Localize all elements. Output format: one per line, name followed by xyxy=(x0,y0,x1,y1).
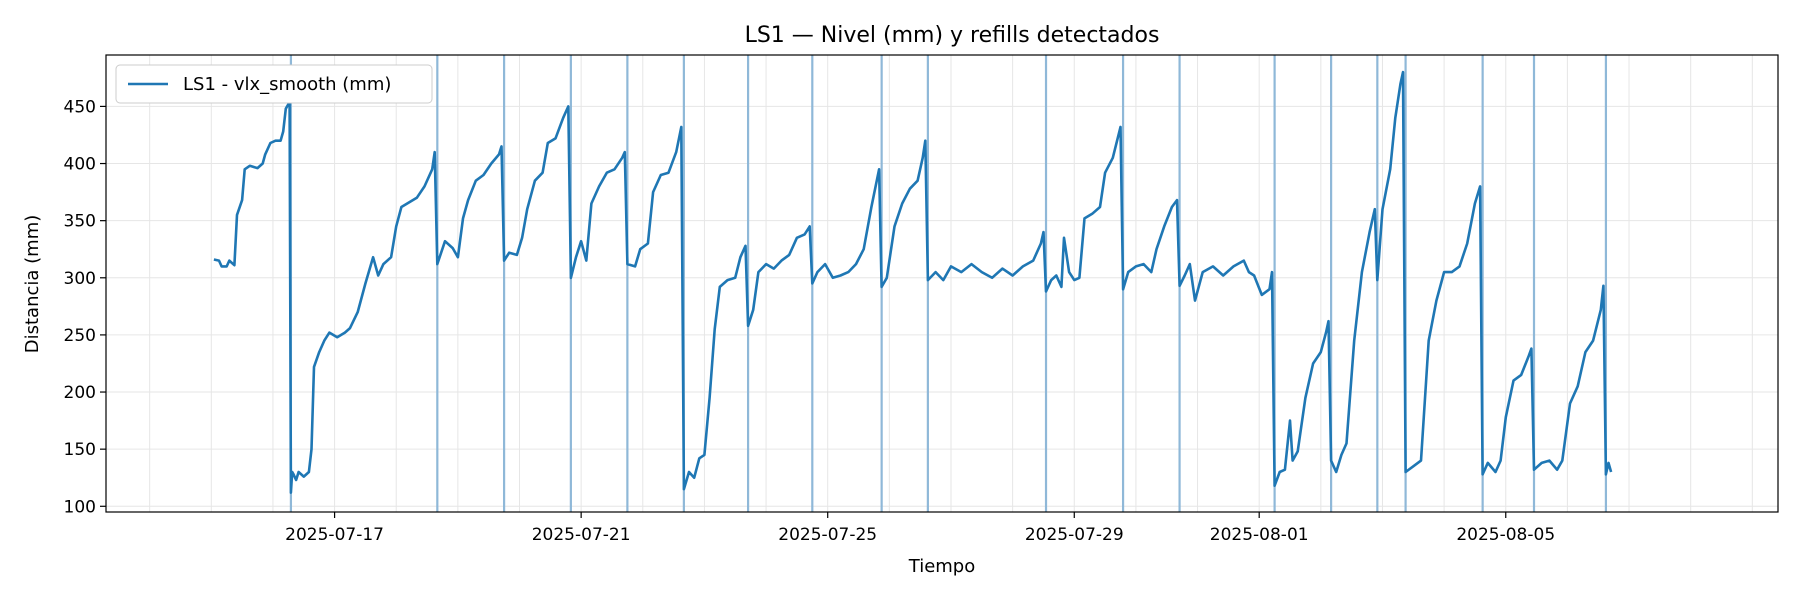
y-axis: 100 150 200 250 300 350 400 450 xyxy=(64,97,106,517)
y-tick-label: 250 xyxy=(64,326,96,346)
y-tick-label: 150 xyxy=(64,440,96,460)
y-tick-label: 450 xyxy=(64,97,96,117)
x-tick-label: 2025-07-25 xyxy=(778,525,877,545)
series-line xyxy=(213,70,1613,494)
legend: LS1 - vlx_smooth (mm) xyxy=(115,64,433,104)
x-tick-label: 2025-08-05 xyxy=(1456,525,1555,545)
y-tick-label: 100 xyxy=(64,497,96,517)
y-tick-label: 350 xyxy=(64,212,96,232)
y-tick-label: 300 xyxy=(64,269,96,289)
legend-box xyxy=(115,64,433,104)
x-tick-label: 2025-07-29 xyxy=(1025,525,1124,545)
legend-entry-0: LS1 - vlx_smooth (mm) xyxy=(183,74,391,95)
x-axis-label: Tiempo xyxy=(908,556,976,577)
x-tick-label: 2025-07-17 xyxy=(285,525,384,545)
y-tick-label: 200 xyxy=(64,383,96,403)
chart-title: LS1 — Nivel (mm) y refills detectados xyxy=(745,23,1160,48)
series-group xyxy=(213,70,1613,494)
x-axis: 2025-07-17 2025-07-21 2025-07-25 2025-07-29… xyxy=(285,512,1555,545)
grid xyxy=(106,55,1778,512)
y-axis-label: Distancia (mm) xyxy=(22,215,43,354)
plot-frame xyxy=(105,54,1779,513)
x-tick-label: 2025-08-01 xyxy=(1210,525,1309,545)
y-tick-label: 400 xyxy=(64,155,96,175)
x-tick-label: 2025-07-21 xyxy=(532,525,631,545)
